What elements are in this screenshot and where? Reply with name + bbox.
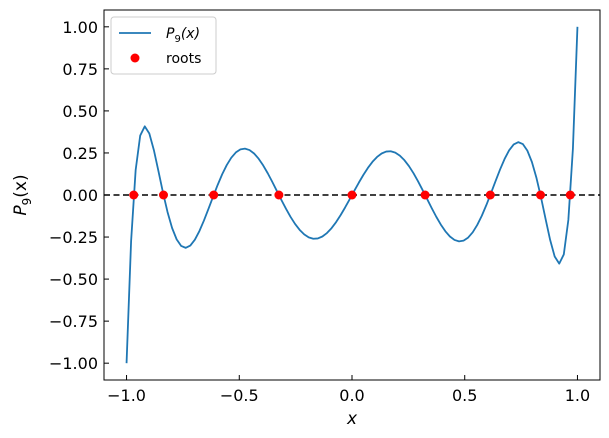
legend: P9(x) roots (110, 16, 217, 75)
root-marker (274, 190, 284, 200)
root-marker (485, 190, 495, 200)
plot-frame (103, 9, 601, 381)
root-marker (420, 190, 430, 200)
root-marker (158, 190, 168, 200)
y-tick-label: −0.50 (49, 270, 98, 289)
root-marker (129, 190, 139, 200)
x-tick-label: −0.5 (220, 386, 259, 405)
x-tick-label: −1.0 (107, 386, 146, 405)
legend-marker-swatch (130, 53, 140, 63)
plot-layer (104, 26, 600, 364)
y-tick-label: 0.00 (62, 186, 98, 205)
y-axis-label: P9(x) (11, 174, 34, 215)
root-marker (536, 190, 546, 200)
x-tick-label: 1.0 (565, 386, 590, 405)
root-marker (209, 190, 219, 200)
x-tick-label: 0.5 (452, 386, 477, 405)
y-tick-label: −0.75 (49, 312, 98, 331)
root-marker (347, 190, 357, 200)
y-tick-label: 0.25 (62, 144, 98, 163)
y-tick-label: 1.00 (62, 18, 98, 37)
legend-entry-roots: roots (166, 51, 201, 67)
y-tick-label: −0.25 (49, 228, 98, 247)
ticks-layer: −1.0 −0.5 0.0 0.5 1.0 1.00 0.75 0.50 0.25 0.00 −0.… (49, 18, 590, 405)
legend-entry-p9: P9(x) (166, 26, 200, 45)
y-tick-label: 0.50 (62, 102, 98, 121)
y-tick-label: −1.00 (49, 354, 98, 373)
x-axis-label: x (346, 409, 358, 429)
y-tick-label: 0.75 (62, 60, 98, 79)
x-tick-label: 0.0 (339, 386, 364, 405)
root-marker (565, 190, 575, 200)
